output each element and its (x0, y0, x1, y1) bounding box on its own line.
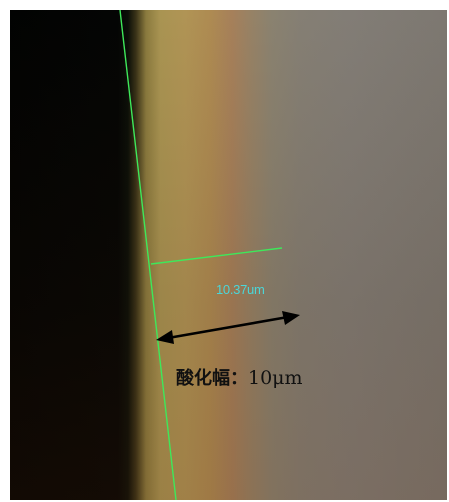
width-arrow (167, 315, 289, 340)
measurement-label: 10.37um (216, 282, 265, 297)
annotation-value: 10μm (248, 367, 303, 389)
microscope-image (10, 10, 447, 500)
measurement-line (150, 247, 283, 265)
measurement-overlay (119, 10, 300, 500)
edge-reference-line (119, 10, 177, 500)
width-arrow-head-left (156, 330, 174, 344)
annotation-prefix: 酸化幅： (176, 368, 248, 389)
width-arrow-head-right (282, 311, 300, 325)
oxidation-width-annotation: 酸化幅：10μm (176, 364, 303, 390)
